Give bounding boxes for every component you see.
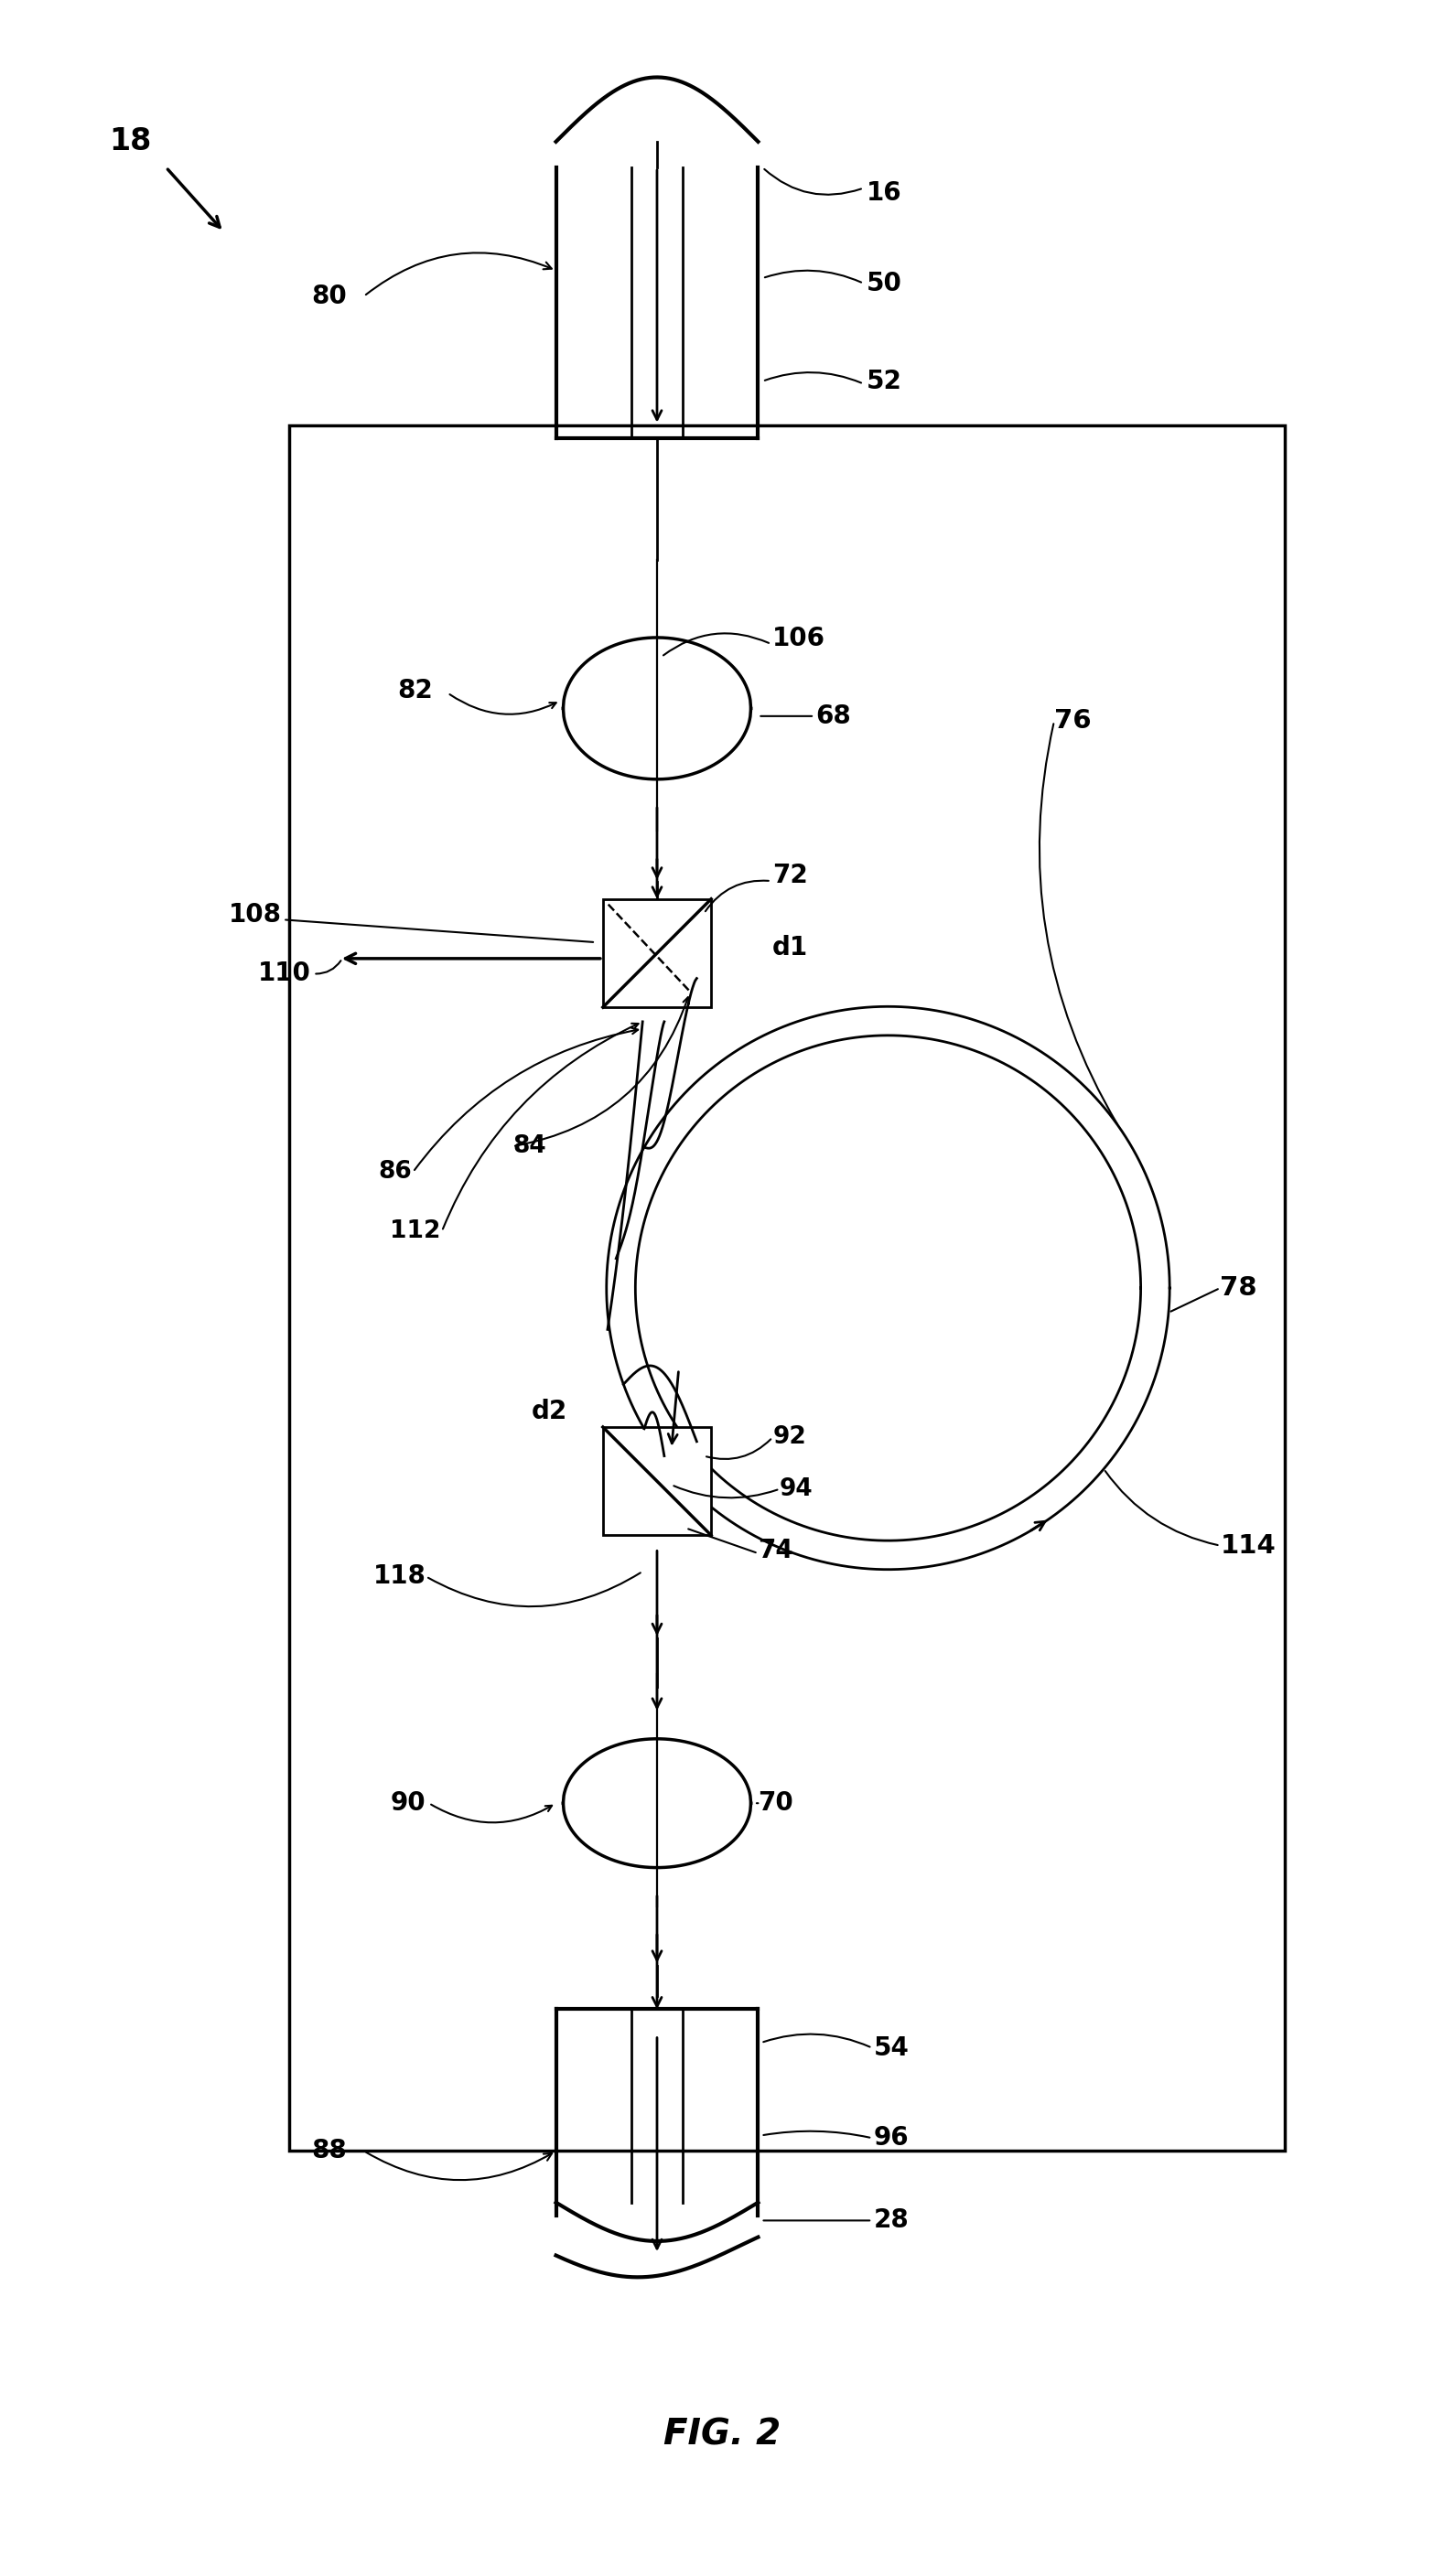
Text: 94: 94 (780, 1476, 813, 1502)
Text: 28: 28 (874, 2208, 910, 2233)
Text: 72: 72 (773, 863, 809, 889)
Text: 52: 52 (866, 368, 902, 394)
Text: 16: 16 (866, 180, 901, 206)
Text: 114: 114 (1220, 1533, 1275, 1558)
Text: 118: 118 (373, 1564, 426, 1589)
Text: d2: d2 (531, 1399, 567, 1425)
Text: 76: 76 (1054, 708, 1092, 734)
Text: 84: 84 (513, 1133, 546, 1159)
Text: 110: 110 (257, 961, 310, 987)
Text: 90: 90 (391, 1790, 426, 1816)
Text: 88: 88 (310, 2138, 347, 2164)
Text: 96: 96 (874, 2125, 908, 2151)
Bar (289, 425, 1285, 2151)
Bar (602, 899, 710, 1007)
Text: 50: 50 (866, 270, 902, 296)
Text: FIG. 2: FIG. 2 (663, 2416, 781, 2452)
Text: 70: 70 (758, 1790, 794, 1816)
Text: 86: 86 (378, 1159, 412, 1185)
Text: 78: 78 (1220, 1275, 1258, 1301)
Text: 92: 92 (773, 1425, 806, 1450)
Text: 80: 80 (310, 283, 347, 309)
Text: 68: 68 (816, 703, 852, 729)
Text: 112: 112 (390, 1218, 440, 1244)
Text: d1: d1 (773, 935, 809, 961)
Text: 106: 106 (773, 626, 826, 652)
Text: 108: 108 (228, 902, 282, 927)
Text: 74: 74 (758, 1538, 794, 1564)
Text: 54: 54 (874, 2035, 910, 2061)
Text: 82: 82 (397, 677, 433, 703)
Bar (602, 1427, 710, 1535)
Text: 18: 18 (108, 126, 152, 157)
